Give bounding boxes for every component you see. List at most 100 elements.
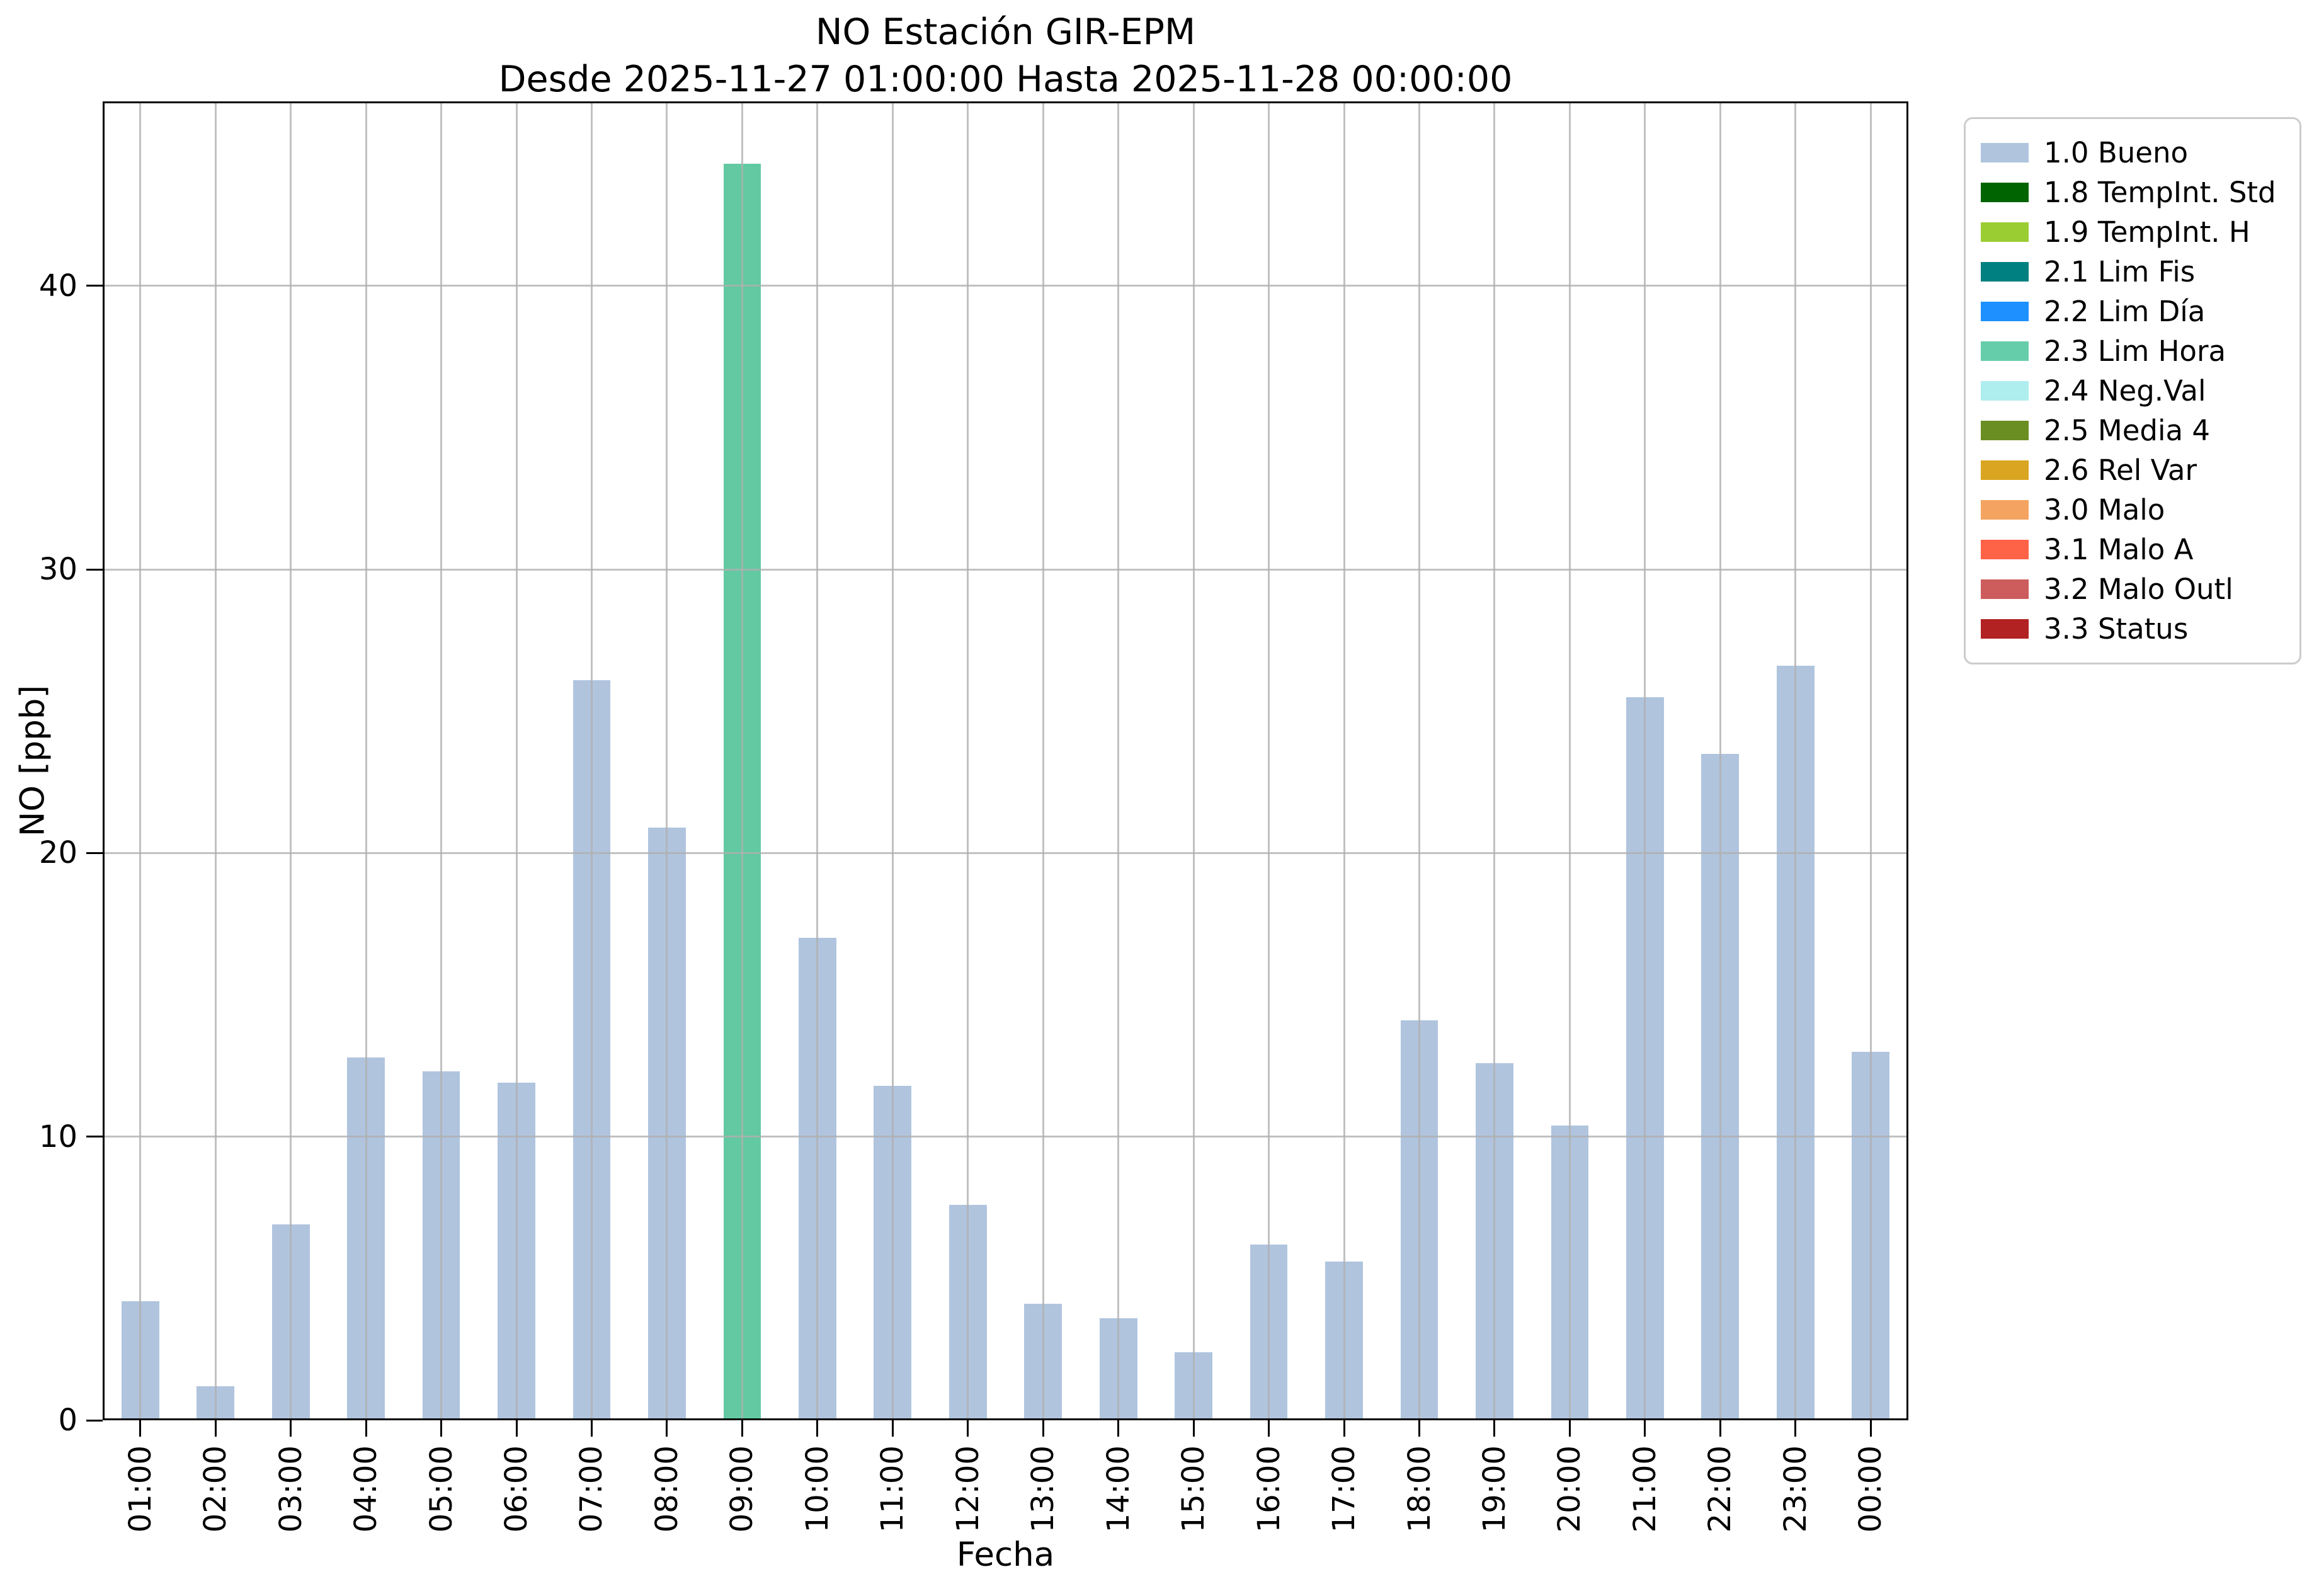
legend-item-label: 3.1 Malo A <box>2044 533 2194 566</box>
x-tick-label-23:00: 23:00 <box>1777 1445 1813 1533</box>
x-tick-label-11:00: 11:00 <box>875 1445 911 1533</box>
legend-item-label: 3.0 Malo <box>2044 493 2165 527</box>
legend-item-2.3-lim-hora: 2.3 Lim Hora <box>1981 331 2284 371</box>
gridline-x-10:00 <box>816 101 819 1420</box>
legend-swatch-icon <box>1981 302 2029 321</box>
legend-item-1.0-bueno: 1.0 Bueno <box>1981 133 2284 173</box>
x-tick-label-22:00: 22:00 <box>1702 1445 1738 1533</box>
legend-swatch-icon <box>1981 619 2029 639</box>
x-tick-01:00 <box>139 1420 142 1437</box>
y-tick-label-20: 20 <box>38 835 77 871</box>
gridline-x-11:00 <box>891 101 894 1420</box>
gridline-x-05:00 <box>440 101 443 1420</box>
x-tick-label-10:00: 10:00 <box>799 1445 835 1533</box>
x-tick-label-16:00: 16:00 <box>1251 1445 1287 1533</box>
x-tick-09:00 <box>741 1420 743 1437</box>
legend-swatch-icon <box>1981 500 2029 520</box>
x-tick-23:00 <box>1794 1420 1797 1437</box>
legend-item-label: 1.0 Bueno <box>2044 136 2188 169</box>
x-tick-label-06:00: 06:00 <box>499 1445 535 1533</box>
gridline-x-14:00 <box>1117 101 1120 1420</box>
x-tick-16:00 <box>1268 1420 1270 1437</box>
x-tick-18:00 <box>1418 1420 1421 1437</box>
legend-swatch-icon <box>1981 421 2029 440</box>
gridline-x-09:00 <box>741 101 743 1420</box>
y-tick-label-0: 0 <box>58 1403 77 1438</box>
x-tick-02:00 <box>214 1420 217 1437</box>
y-tick-40 <box>86 285 103 287</box>
gridline-x-21:00 <box>1644 101 1646 1420</box>
legend: 1.0 Bueno 1.8 TempInt. Std 1.9 TempInt. H 2… <box>1964 117 2301 664</box>
legend-swatch-icon <box>1981 460 2029 480</box>
legend-item-3.0-malo: 3.0 Malo <box>1981 490 2284 530</box>
legend-item-label: 2.3 Lim Hora <box>2044 334 2226 368</box>
x-tick-label-09:00: 09:00 <box>724 1445 760 1533</box>
gridline-x-22:00 <box>1719 101 1721 1420</box>
x-tick-15:00 <box>1192 1420 1195 1437</box>
legend-item-3.1-malo-a: 3.1 Malo A <box>1981 530 2284 569</box>
gridline-x-12:00 <box>967 101 969 1420</box>
legend-swatch-icon <box>1981 540 2029 559</box>
legend-item-label: 2.1 Lim Fis <box>2044 255 2196 288</box>
x-tick-06:00 <box>515 1420 518 1437</box>
legend-item-label: 3.3 Status <box>2044 612 2189 646</box>
x-tick-20:00 <box>1568 1420 1571 1437</box>
legend-swatch-icon <box>1981 341 2029 361</box>
legend-item-2.5-media-4: 2.5 Media 4 <box>1981 411 2284 450</box>
x-tick-08:00 <box>666 1420 668 1437</box>
x-tick-label-12:00: 12:00 <box>950 1445 986 1533</box>
chart-title-line2: Desde 2025-11-27 01:00:00 Hasta 2025-11-… <box>498 59 1513 101</box>
gridline-x-02:00 <box>214 101 217 1420</box>
y-axis-label: NO [ppb] <box>13 685 52 837</box>
legend-item-label: 2.5 Media 4 <box>2044 414 2210 447</box>
legend-swatch-icon <box>1981 183 2029 202</box>
x-tick-12:00 <box>967 1420 969 1437</box>
x-tick-label-08:00: 08:00 <box>649 1445 685 1533</box>
x-tick-03:00 <box>290 1420 292 1437</box>
x-tick-14:00 <box>1117 1420 1120 1437</box>
gridline-y-20 <box>103 852 1908 854</box>
x-tick-13:00 <box>1042 1420 1044 1437</box>
gridline-x-13:00 <box>1042 101 1044 1420</box>
legend-swatch-icon <box>1981 579 2029 599</box>
legend-item-2.2-lim-día: 2.2 Lim Día <box>1981 292 2284 331</box>
gridline-x-17:00 <box>1343 101 1345 1420</box>
gridline-x-19:00 <box>1493 101 1496 1420</box>
legend-item-3.3-status: 3.3 Status <box>1981 609 2284 649</box>
x-tick-04:00 <box>365 1420 367 1437</box>
y-tick-label-10: 10 <box>38 1119 77 1154</box>
x-tick-10:00 <box>816 1420 819 1437</box>
x-tick-21:00 <box>1644 1420 1646 1437</box>
legend-item-label: 3.2 Malo Outl <box>2044 573 2233 606</box>
x-tick-11:00 <box>891 1420 894 1437</box>
x-tick-00:00 <box>1869 1420 1872 1437</box>
gridline-y-10 <box>103 1136 1908 1138</box>
legend-swatch-icon <box>1981 381 2029 401</box>
x-tick-22:00 <box>1719 1420 1721 1437</box>
legend-item-label: 2.6 Rel Var <box>2044 453 2197 487</box>
x-tick-label-21:00: 21:00 <box>1627 1445 1663 1533</box>
gridline-y-30 <box>103 568 1908 571</box>
gridline-x-00:00 <box>1869 101 1872 1420</box>
x-tick-label-02:00: 02:00 <box>198 1445 234 1533</box>
x-tick-label-19:00: 19:00 <box>1476 1445 1512 1533</box>
gridline-x-20:00 <box>1568 101 1571 1420</box>
chart-title: NO Estación GIR-EPM Desde 2025-11-27 01:… <box>103 9 1908 103</box>
legend-item-2.6-rel-var: 2.6 Rel Var <box>1981 450 2284 490</box>
x-tick-label-03:00: 03:00 <box>273 1445 309 1533</box>
legend-item-1.9-tempint.-h: 1.9 TempInt. H <box>1981 212 2284 252</box>
x-tick-label-07:00: 07:00 <box>574 1445 610 1533</box>
x-tick-07:00 <box>590 1420 593 1437</box>
x-tick-05:00 <box>440 1420 443 1437</box>
x-tick-label-13:00: 13:00 <box>1025 1445 1061 1533</box>
gridline-y-40 <box>103 285 1908 287</box>
legend-item-label: 1.8 TempInt. Std <box>2044 176 2276 209</box>
y-tick-0 <box>86 1419 103 1422</box>
y-tick-20 <box>86 852 103 854</box>
legend-item-label: 2.4 Neg.Val <box>2044 374 2206 408</box>
legend-item-2.1-lim-fis: 2.1 Lim Fis <box>1981 252 2284 292</box>
legend-item-2.4-neg.val: 2.4 Neg.Val <box>1981 371 2284 411</box>
legend-item-3.2-malo-outl: 3.2 Malo Outl <box>1981 569 2284 609</box>
gridline-x-07:00 <box>590 101 593 1420</box>
